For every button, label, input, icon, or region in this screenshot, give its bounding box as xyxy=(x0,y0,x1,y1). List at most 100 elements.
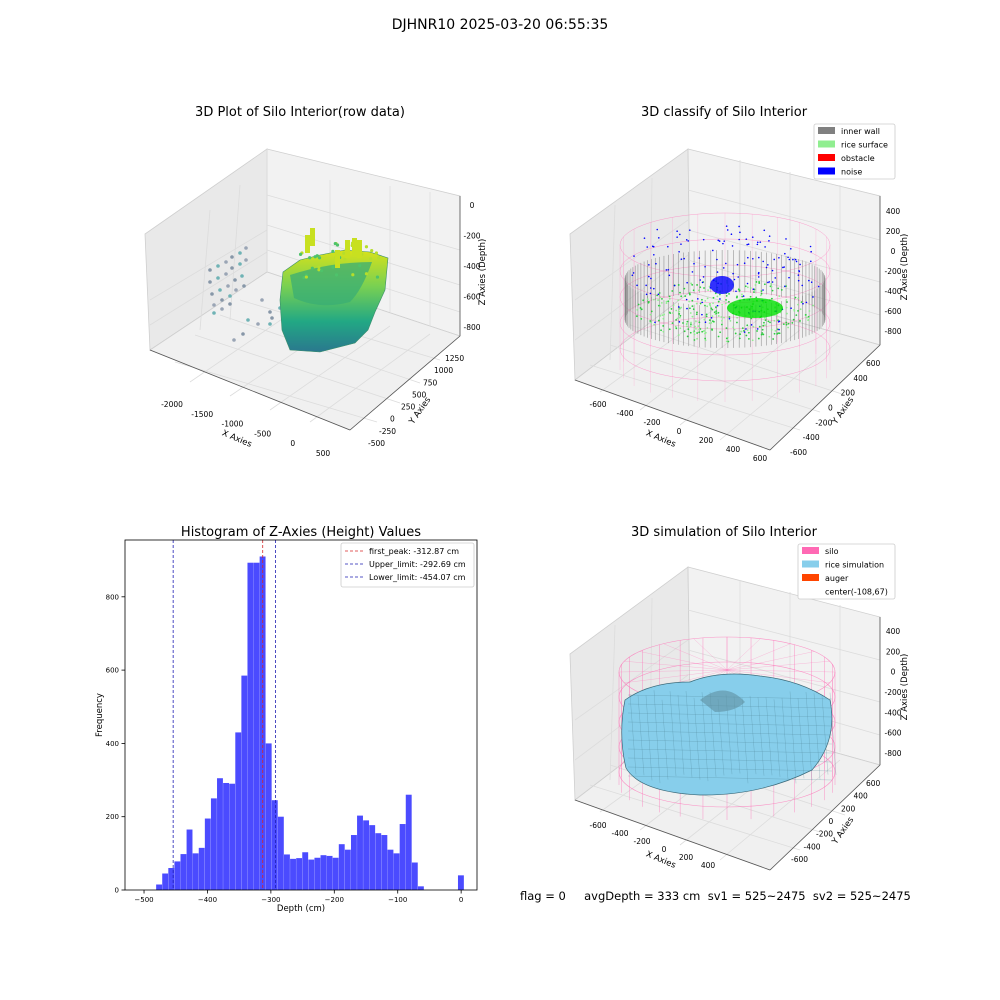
noise-point xyxy=(649,287,652,289)
rice-surface-point xyxy=(667,300,670,303)
histogram-bar xyxy=(399,824,406,890)
noise-point xyxy=(802,302,804,305)
y-axis-label: Frequency xyxy=(95,693,105,737)
mesh-line xyxy=(693,697,701,780)
histogram-bar xyxy=(375,833,382,890)
noise-point xyxy=(763,229,766,232)
rice-surface-point xyxy=(663,313,665,316)
data-point xyxy=(220,307,224,311)
rice-surface-point xyxy=(696,332,699,334)
rice-surface-point xyxy=(657,299,660,301)
data-point xyxy=(230,266,234,270)
data-point xyxy=(238,262,242,266)
legend-swatch xyxy=(818,154,835,161)
data-point xyxy=(238,251,242,255)
y-tick-label: 750 xyxy=(423,378,438,387)
y-tick-label: 200 xyxy=(106,813,119,821)
rice-surface-point xyxy=(657,304,660,307)
noise-point xyxy=(768,240,770,242)
x-tick-label: 200 xyxy=(699,436,714,445)
noise-point xyxy=(697,298,699,300)
rice-surface-point xyxy=(778,332,781,335)
rice-surface-point xyxy=(688,293,691,296)
histogram-bar xyxy=(174,861,181,890)
x-tick-label: −500 xyxy=(134,896,153,904)
rice-surface-point xyxy=(650,310,653,313)
histogram-bar xyxy=(277,816,284,890)
rice-surface-point xyxy=(696,284,698,286)
data-point xyxy=(208,280,212,284)
rice-surface-point xyxy=(736,321,738,324)
noise-point xyxy=(810,281,813,284)
rice-surface-point xyxy=(712,302,714,305)
data-point xyxy=(317,256,322,260)
rice-surface-point xyxy=(751,339,754,342)
noise-point xyxy=(798,270,801,273)
noise-point xyxy=(704,265,706,268)
rice-surface-point xyxy=(694,325,696,328)
noise-point xyxy=(633,255,635,257)
rice-surface-point xyxy=(688,307,691,310)
histogram-bar xyxy=(326,855,333,890)
rice-surface-point xyxy=(637,303,640,306)
rice-surface-point xyxy=(764,319,767,322)
data-point xyxy=(224,272,228,276)
data-point xyxy=(270,316,274,320)
histogram-bar xyxy=(259,556,266,890)
rice-surface-point xyxy=(659,314,662,317)
legend-label: rice surface xyxy=(841,141,888,150)
data-point xyxy=(304,275,308,279)
mesh-line xyxy=(645,695,653,781)
rice-surface-point xyxy=(758,325,761,328)
legend-box xyxy=(340,542,475,588)
noise-point xyxy=(687,240,690,242)
rice-surface-point xyxy=(692,308,695,311)
noise-point xyxy=(653,253,655,256)
rice-surface-point xyxy=(699,286,702,289)
axis-line xyxy=(769,764,881,871)
grid-line xyxy=(609,204,616,361)
rice-surface-point xyxy=(739,333,742,336)
noise-point xyxy=(716,304,719,307)
data-point xyxy=(334,273,339,277)
z-tick-label: 400 xyxy=(886,627,901,636)
rice-surface-point xyxy=(725,327,728,330)
noise-point xyxy=(799,263,801,266)
rice-surface-point xyxy=(729,319,732,322)
noise-point xyxy=(784,252,786,255)
data-point xyxy=(224,260,228,264)
rice-surface-point xyxy=(717,335,720,338)
noise-point xyxy=(656,228,659,231)
rice-surface-point xyxy=(728,316,731,318)
silo-roof-line xyxy=(639,651,728,671)
noise-point xyxy=(756,243,759,246)
noise-point xyxy=(693,262,695,265)
classify-3d-plot: 3D classify of Silo Interior -600 -400 -200… xyxy=(569,105,910,463)
noise-point xyxy=(767,281,769,284)
grid-line xyxy=(719,759,841,861)
grid-line xyxy=(687,649,881,703)
grid-line xyxy=(687,259,881,316)
noise-point xyxy=(701,301,703,304)
noise-point xyxy=(636,284,638,287)
rice-surface-point xyxy=(761,328,764,331)
rice-surface-point xyxy=(741,295,744,298)
rice-surface-point xyxy=(647,301,650,304)
legend-swatch xyxy=(818,140,835,148)
histogram-bar xyxy=(357,815,363,890)
y-tick-label: 400 xyxy=(106,740,119,748)
rice-surface-point xyxy=(662,325,665,327)
legend-label: obstacle xyxy=(841,154,875,163)
data-point xyxy=(212,303,216,307)
x-tick-label: -600 xyxy=(589,400,606,409)
noise-point xyxy=(790,307,792,309)
noise-point xyxy=(678,250,680,253)
z-tick-label: -600 xyxy=(463,293,480,302)
rice-surface-point xyxy=(704,299,707,302)
mesh-line xyxy=(627,775,833,781)
x-tick-label: -200 xyxy=(633,837,650,846)
noise-point xyxy=(645,293,648,296)
noise-point xyxy=(716,271,719,273)
rice-surface-point xyxy=(762,333,765,336)
